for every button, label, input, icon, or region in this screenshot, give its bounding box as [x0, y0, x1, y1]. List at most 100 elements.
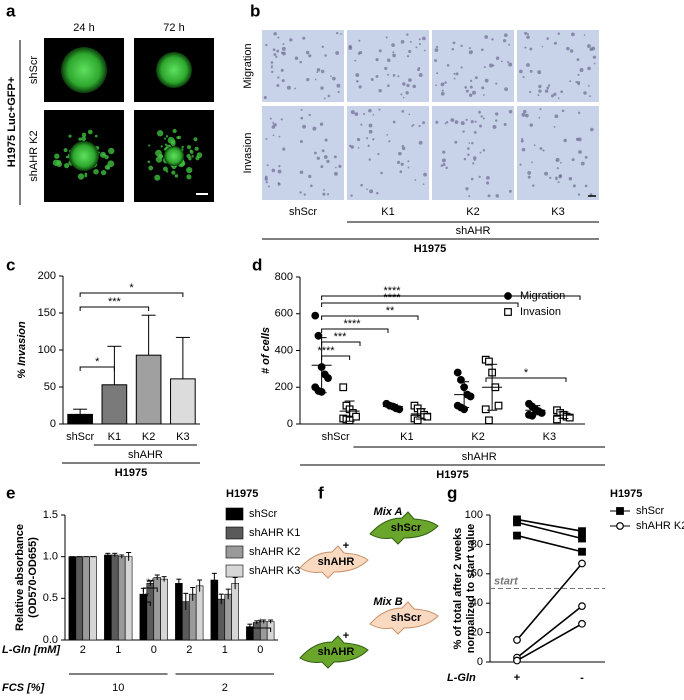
legend-swatch [225, 564, 244, 578]
legend-label: shScr [249, 508, 277, 520]
cell [154, 174, 161, 181]
cell [333, 171, 338, 176]
cell [444, 81, 447, 84]
cell [164, 143, 168, 147]
cell [282, 42, 285, 45]
group-label: H1975 [436, 469, 468, 481]
cell [392, 51, 395, 54]
y-tick-label: 60 [471, 568, 483, 580]
cell [308, 174, 312, 179]
cell [312, 126, 317, 131]
cell [160, 145, 163, 148]
cell [418, 38, 421, 41]
point [578, 619, 586, 628]
joiner: + [343, 540, 349, 552]
cell [356, 80, 359, 83]
cell [408, 78, 412, 82]
significance-bracket [142, 601, 151, 606]
cell [482, 149, 486, 152]
point [578, 534, 586, 543]
cell [106, 166, 110, 170]
cell [583, 91, 587, 95]
cell [548, 84, 551, 87]
cell-label: shScr [391, 612, 422, 624]
cell [376, 192, 379, 195]
significance-label: * [95, 356, 100, 368]
group-label: shAHR [456, 225, 491, 237]
cell [524, 46, 527, 49]
cell [299, 170, 304, 174]
cell [411, 125, 413, 127]
cell [445, 120, 449, 124]
cell [165, 135, 169, 138]
cell [84, 174, 88, 178]
cell [569, 49, 574, 53]
cell [107, 160, 115, 168]
cell [508, 189, 512, 193]
cell [320, 69, 325, 74]
x-tick-label: K1 [400, 431, 413, 443]
cell [521, 137, 524, 141]
cell [571, 158, 575, 162]
cell [478, 110, 481, 114]
column-label: K1 [381, 206, 394, 218]
cell [335, 51, 340, 55]
cell [81, 136, 87, 142]
row-label: Migration [242, 43, 254, 88]
cell [277, 76, 280, 79]
legend-label: shAHR K1 [249, 527, 300, 539]
cell [417, 68, 420, 71]
x-tick-label: + [514, 672, 520, 684]
cell [400, 93, 403, 96]
cell [422, 183, 425, 186]
cell [470, 177, 474, 181]
cell [366, 137, 369, 140]
cell [278, 164, 281, 168]
cell [358, 39, 361, 42]
cell [348, 46, 353, 50]
point [324, 374, 332, 382]
cell [470, 79, 473, 82]
point [311, 311, 320, 320]
cell [468, 195, 471, 198]
panel-label: c [6, 255, 15, 274]
cell [526, 35, 530, 39]
cell [400, 162, 404, 166]
point [352, 412, 360, 421]
legend-marker [616, 507, 624, 515]
cell [537, 70, 542, 75]
cell [491, 38, 494, 41]
cell [399, 170, 403, 174]
y-tick-label: 0.0 [43, 634, 58, 646]
legend-swatch [225, 545, 244, 559]
cell [569, 80, 572, 83]
cell [572, 184, 576, 188]
cell [324, 54, 327, 57]
cell-label: shScr [391, 522, 422, 534]
x-tick-label: K2 [471, 431, 484, 443]
cell [557, 97, 560, 100]
cell [350, 110, 355, 115]
cell [521, 112, 526, 117]
cell [587, 84, 590, 87]
cell [272, 134, 275, 137]
cell [465, 118, 468, 122]
y-tick-label: 50 [44, 381, 56, 393]
y-tick-label: 1.5 [43, 509, 58, 521]
category-title: L-Gln [mM] [2, 644, 60, 656]
cell [357, 147, 360, 149]
cell [387, 73, 390, 76]
cell [299, 191, 302, 194]
significance-label: **** [383, 292, 401, 304]
cell [407, 160, 410, 163]
cell [538, 84, 542, 89]
cell [289, 38, 293, 42]
cell [299, 60, 302, 64]
column-label: K3 [551, 206, 564, 218]
cell [418, 124, 421, 128]
x-tick-label: 0 [151, 644, 157, 656]
cell [375, 74, 379, 78]
cell [349, 144, 352, 148]
y-tick-label: 1.0 [43, 551, 58, 563]
bar [153, 577, 161, 641]
